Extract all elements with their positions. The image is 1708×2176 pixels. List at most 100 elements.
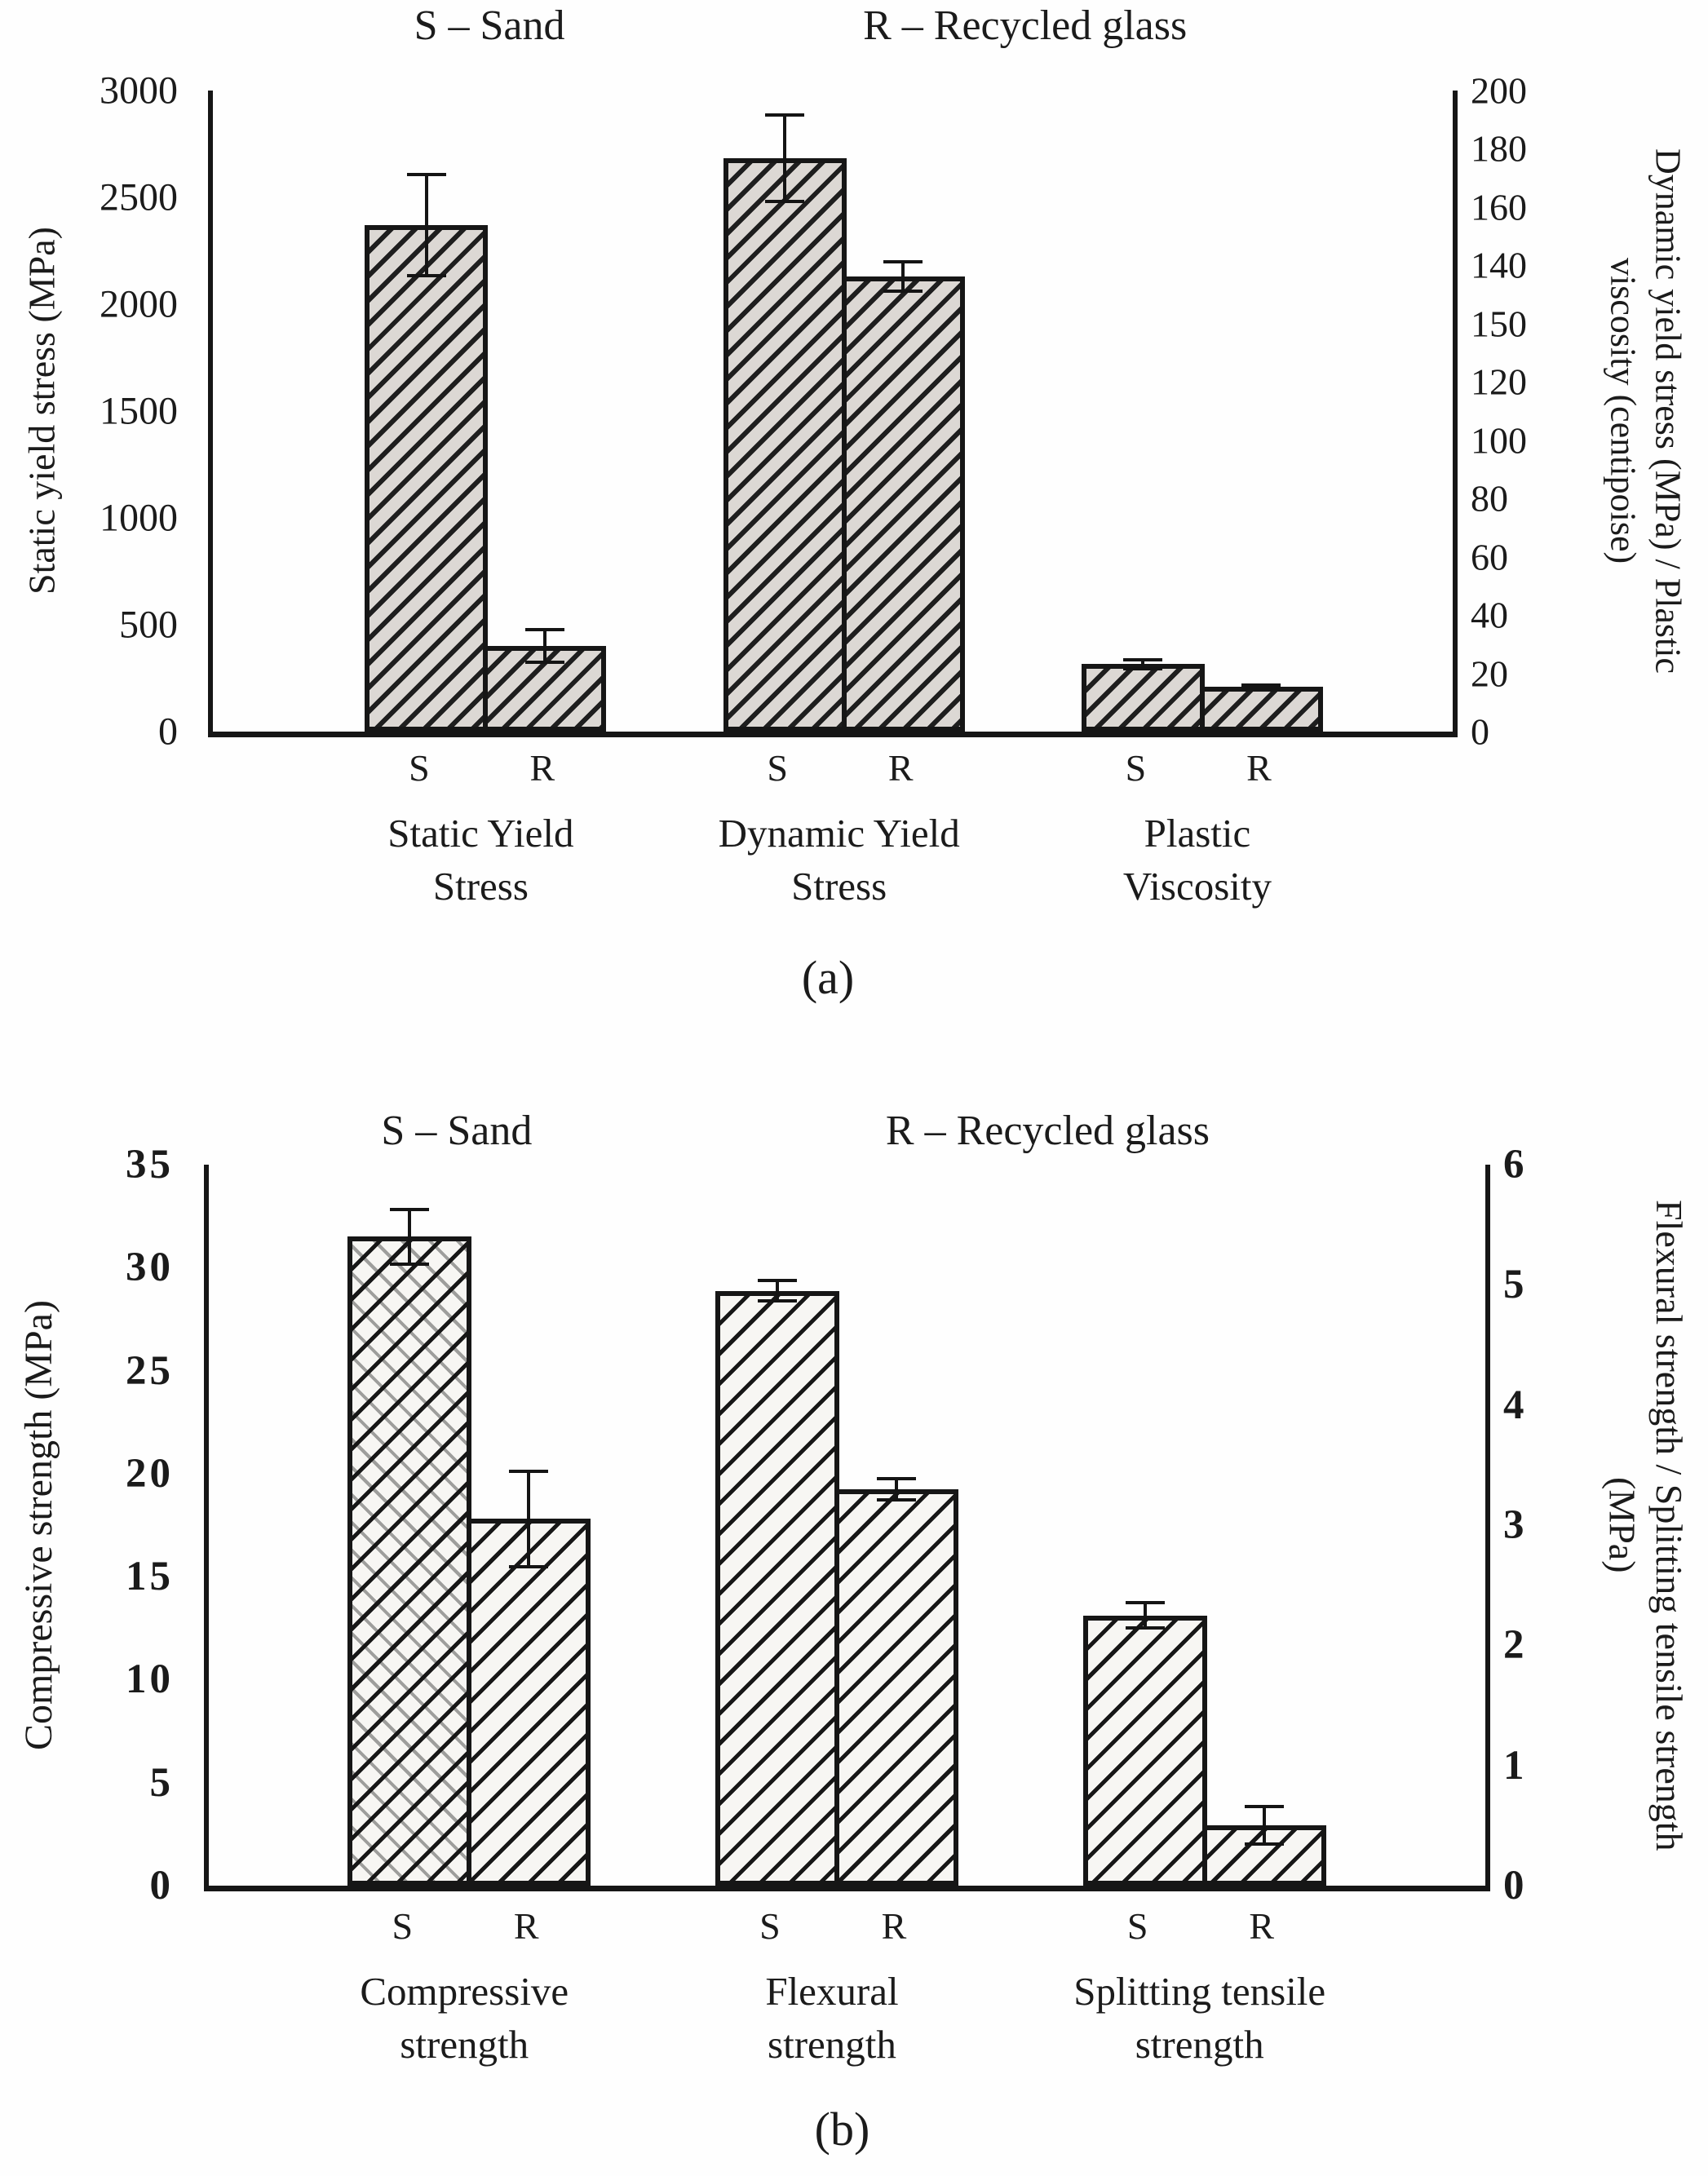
category-label-line: strength <box>400 2021 529 2067</box>
error-line <box>1143 1600 1147 1630</box>
bar-fill <box>723 157 847 732</box>
category-label-line: Static Yield <box>387 811 574 856</box>
left-axis-tick-35: 35 <box>126 1142 174 1188</box>
right-axis-tick-200: 200 <box>1471 69 1527 112</box>
right-axis-tick-40: 40 <box>1471 594 1508 636</box>
error-cap-bottom <box>765 199 805 203</box>
series-letter-R: R <box>529 747 555 789</box>
error-cap-bottom <box>1241 686 1281 690</box>
bar-group-compressive-strength <box>347 1165 591 1886</box>
left-axis-tick-15: 15 <box>126 1554 174 1600</box>
category-label-line: strength <box>1135 2021 1264 2067</box>
error-bar <box>765 113 805 203</box>
category-dynamic-yield-stress: S R Dynamic Yield Stress <box>716 746 962 913</box>
panel-a-right-ticks: 200 180 160 140 150 120 100 80 60 40 20 0 <box>1458 70 1588 753</box>
legend-recycled-glass: R – Recycled glass <box>863 2 1188 49</box>
error-line <box>901 260 905 293</box>
bar-fill <box>841 276 965 732</box>
left-axis-tick-10: 10 <box>126 1656 174 1703</box>
category-label-line: Stress <box>791 863 887 909</box>
error-cap-bottom <box>406 274 446 278</box>
error-bar <box>883 260 923 293</box>
bar-group-static-yield-stress <box>365 91 607 732</box>
right-axis-tick-150: 150 <box>1471 303 1527 345</box>
error-line <box>408 1208 412 1266</box>
bar-fill <box>365 225 489 732</box>
series-letter-R: R <box>513 1905 539 1947</box>
series-letter-S: S <box>392 1905 414 1947</box>
panel-b-caption: (b) <box>814 2103 870 2156</box>
series-letter-R: R <box>1246 747 1272 789</box>
panel-b-xlabels: S R Compressive strength S R Flexural strength S… <box>204 1904 1480 2116</box>
error-cap-bottom <box>390 1262 430 1266</box>
left-axis-tick-5: 5 <box>149 1759 174 1806</box>
bar-compressive-strength-R <box>467 1165 591 1886</box>
panel-b-plot <box>204 1165 1490 1891</box>
right-axis-tick-3: 3 <box>1503 1502 1528 1548</box>
right-axis-tick-5: 5 <box>1503 1262 1528 1308</box>
bar-fill <box>1081 664 1205 732</box>
right-axis-tick-140: 140 <box>1471 244 1527 286</box>
bar-group-flexural-strength <box>715 1165 958 1886</box>
left-axis-tick-1000: 1000 <box>100 496 178 540</box>
panel-b-legend: S – Sand R – Recycled glass <box>204 1107 1480 1164</box>
error-cap-bottom <box>1244 1842 1284 1847</box>
category-splitting-tensile-strength: S R Splitting tensile strength <box>1073 1904 1325 2071</box>
category-flexural-strength: S R Flexural strength <box>708 1904 956 2071</box>
bar-fill <box>715 1290 839 1886</box>
right-axis-tick-4: 4 <box>1503 1382 1528 1428</box>
category-label-line: Flexural <box>765 1969 899 2014</box>
panel-b: S – Sand R – Recycled glass Compressive … <box>0 1073 1708 2176</box>
legend-recycled-glass: R – Recycled glass <box>885 1108 1210 1154</box>
left-axis-tick-2000: 2000 <box>100 282 178 326</box>
left-axis-tick-1500: 1500 <box>100 389 178 433</box>
error-bar <box>757 1278 797 1303</box>
panel-a: S – Sand R – Recycled glass Static yield… <box>0 0 1708 1073</box>
category-plastic-viscosity: S R Plastic Viscosity <box>1074 746 1321 913</box>
category-compressive-strength: S R Compressive strength <box>340 1904 588 2071</box>
bar-plastic-viscosity-R <box>1199 91 1323 732</box>
bar-splitting-tensile-strength-R <box>1201 1165 1326 1886</box>
error-line <box>424 172 428 278</box>
error-line <box>775 1278 779 1303</box>
error-cap-bottom <box>1123 667 1163 671</box>
bar-fill <box>467 1519 591 1886</box>
bar-static-yield-stress-S <box>365 91 489 732</box>
series-letter-R: R <box>1249 1905 1275 1947</box>
bar-dynamic-yield-stress-S <box>723 91 847 732</box>
panel-a-plot <box>208 91 1458 737</box>
bar-compressive-strength-S <box>347 1165 472 1886</box>
right-axis-tick-100: 100 <box>1471 419 1527 462</box>
category-label: Flexural strength <box>765 1966 898 2071</box>
error-cap-bottom <box>883 289 923 293</box>
right-axis-tick-160: 160 <box>1471 186 1527 228</box>
right-axis-tick-2: 2 <box>1503 1622 1528 1669</box>
bar-fill <box>1199 686 1323 732</box>
category-label: Dynamic Yield Stress <box>719 807 960 913</box>
error-bar <box>876 1477 916 1502</box>
bar-group-dynamic-yield-stress <box>723 91 965 732</box>
panel-a-legend: S – Sand R – Recycled glass <box>208 2 1448 59</box>
legend-sand: S – Sand <box>381 1108 533 1154</box>
bar-fill <box>347 1236 472 1886</box>
error-cap-bottom <box>757 1299 797 1303</box>
panel-b-right-ticks: 6 5 4 3 2 1 0 <box>1490 1142 1621 1908</box>
error-bar <box>390 1208 430 1266</box>
bar-splitting-tensile-strength-S <box>1082 1165 1207 1886</box>
error-cap-bottom <box>1125 1626 1165 1630</box>
right-axis-tick-60: 60 <box>1471 536 1508 578</box>
panel-a-left-ticks: 3000 2500 2000 1500 1000 500 0 <box>0 69 196 754</box>
panel-b-left-ticks: 35 30 25 20 15 10 5 0 <box>0 1142 192 1908</box>
panel-a-caption: (a) <box>801 951 855 1004</box>
right-axis-tick-80: 80 <box>1471 477 1508 520</box>
panel-b-right-axis-title: Flexural strength / Splitting tensile st… <box>1601 1199 1691 1851</box>
left-axis-tick-0: 0 <box>158 710 178 754</box>
category-label: Static Yield Stress <box>387 807 573 913</box>
series-letter-S: S <box>1126 1905 1148 1947</box>
series-letter-R: R <box>881 1905 907 1947</box>
